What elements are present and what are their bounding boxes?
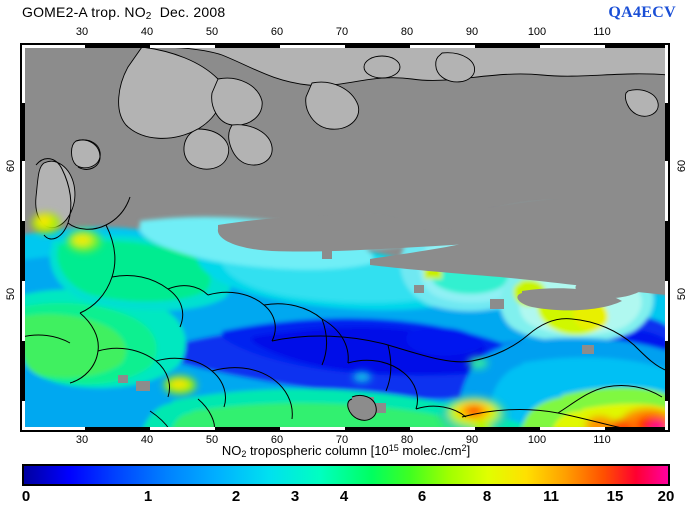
map-bottom-tickbar <box>20 427 670 432</box>
cb-tick-6: 8 <box>482 488 492 505</box>
lon-tick-top-5: 80 <box>400 26 414 38</box>
lon-tick-top-7: 100 <box>527 26 547 38</box>
figure-title: GOME2-A trop. NO2 Dec. 2008 <box>22 4 225 22</box>
lon-tick-bottom-3: 60 <box>270 434 284 446</box>
cb-tick-8: 15 <box>606 488 624 505</box>
lat-tick-left-60: 60 <box>5 159 17 173</box>
colorbar <box>22 464 670 486</box>
cb-label-exponent: 15 <box>388 443 399 453</box>
map-canvas <box>22 45 668 430</box>
colorbar-label: NO2 tropospheric column [1015 molec./cm2… <box>0 443 692 459</box>
lon-tick-top-6: 90 <box>465 26 479 38</box>
cb-label-close: ] <box>466 443 471 458</box>
lon-tick-top-8: 110 <box>593 26 611 38</box>
lon-tick-top-1: 40 <box>140 26 154 38</box>
colorbar-gradient <box>24 466 668 484</box>
colorbar-frame <box>22 464 670 486</box>
cb-tick-4: 4 <box>339 488 349 505</box>
lon-tick-top-0: 30 <box>75 26 89 38</box>
map-left-tickbar <box>20 43 25 432</box>
cb-label-mid: tropospheric column [10 <box>246 443 389 458</box>
lat-tick-right-50: 50 <box>676 287 688 301</box>
title-species: GOME2-A trop. NO <box>22 4 146 20</box>
cb-tick-1: 1 <box>143 488 153 505</box>
cb-tick-9: 20 <box>657 488 675 505</box>
lon-tick-bottom-0: 30 <box>75 434 89 446</box>
lon-tick-bottom-7: 100 <box>527 434 547 446</box>
cb-tick-7: 11 <box>543 488 559 505</box>
cb-label-subscript: 2 <box>241 449 247 459</box>
cb-label-units: molec./cm <box>398 443 462 458</box>
cb-tick-2: 2 <box>231 488 241 505</box>
lon-tick-top-4: 70 <box>335 26 349 38</box>
lon-tick-bottom-5: 80 <box>400 434 414 446</box>
lon-tick-bottom-4: 70 <box>335 434 349 446</box>
qa4ecv-logo: QA4ECV <box>608 4 676 21</box>
title-date: Dec. 2008 <box>159 4 226 20</box>
map-panel <box>20 43 670 432</box>
lat-tick-left-50: 50 <box>5 287 17 301</box>
lon-tick-bottom-8: 110 <box>593 434 611 446</box>
lon-tick-top-3: 60 <box>270 26 284 38</box>
map-frame <box>20 43 670 432</box>
cb-tick-5: 6 <box>417 488 427 505</box>
map-right-tickbar <box>665 43 670 432</box>
map-top-tickbar <box>20 43 670 48</box>
cb-label-units-exponent: 2 <box>461 443 467 453</box>
lon-tick-bottom-2: 50 <box>205 434 219 446</box>
title-subscript: 2 <box>145 11 152 22</box>
colorbar-tick-labels: 0 1 2 3 4 6 8 11 15 20 <box>0 488 692 507</box>
lon-tick-top-2: 50 <box>205 26 219 38</box>
cb-tick-3: 3 <box>290 488 300 505</box>
cb-label-species: NO <box>221 443 242 458</box>
lon-tick-bottom-6: 90 <box>465 434 479 446</box>
no2-heatmap <box>22 45 668 430</box>
lat-tick-right-60: 60 <box>676 159 688 173</box>
cb-tick-0: 0 <box>21 488 31 505</box>
lon-tick-bottom-1: 40 <box>140 434 154 446</box>
